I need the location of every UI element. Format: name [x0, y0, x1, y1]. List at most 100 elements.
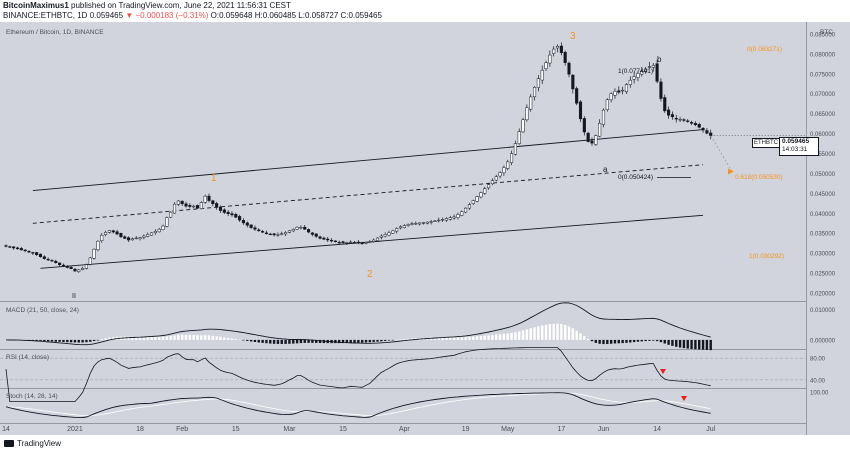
macd-histogram-bar: [180, 334, 184, 340]
candle-body: [23, 249, 27, 252]
macd-histogram-bar: [230, 338, 234, 340]
price-axis[interactable]: [806, 22, 850, 435]
candle-body: [165, 217, 169, 227]
macd-histogram-bar: [246, 339, 249, 341]
macd-histogram-bar: [345, 339, 349, 344]
candle-body: [211, 200, 215, 204]
macd-histogram-bar: [590, 339, 594, 342]
pane-separator[interactable]: [0, 301, 850, 302]
time-axis-tick: May: [501, 426, 515, 433]
candle-body: [268, 233, 272, 236]
pane-separator[interactable]: [0, 349, 850, 350]
candle-body: [701, 127, 705, 131]
macd-histogram-bar: [456, 337, 460, 340]
main-price-pane[interactable]: [0, 22, 806, 301]
macd-histogram-bar: [276, 339, 280, 344]
macd-histogram-bar: [429, 337, 433, 340]
macd-histogram-bar: [31, 339, 35, 341]
macd-histogram-bar: [552, 323, 555, 340]
macd-histogram-bar: [184, 334, 188, 340]
projection-line: [710, 135, 733, 172]
candle-body: [226, 211, 230, 214]
macd-histogram-bar: [406, 338, 410, 340]
macd-histogram-bar: [445, 337, 448, 340]
macd-histogram-bar: [529, 328, 532, 340]
candle-body: [578, 101, 583, 120]
price-axis-tick: 0.025000: [810, 272, 836, 278]
macd-histogram-bar: [127, 336, 130, 340]
candle-body: [659, 81, 663, 99]
macd-histogram-bar: [177, 334, 180, 340]
candle-body: [149, 232, 154, 236]
macd-histogram-bar: [640, 339, 643, 342]
candle-body: [402, 225, 406, 228]
macd-histogram-bar: [383, 339, 387, 341]
candle-body: [104, 232, 108, 235]
candle-body: [172, 203, 177, 214]
candle-body: [153, 231, 157, 234]
macd-histogram-bar: [705, 339, 709, 350]
macd-histogram-bar: [403, 339, 406, 340]
price-axis-tick: 0.035000: [810, 232, 836, 238]
wave-a-label: a: [603, 165, 608, 174]
fib-top-label: 0(0.083271): [747, 46, 783, 53]
tradingview-brand[interactable]: TradingView: [4, 439, 61, 448]
time-axis-tick: Feb: [176, 426, 188, 433]
candle-body: [383, 234, 387, 237]
macd-histogram-bar: [678, 339, 682, 348]
macd-histogram-bar: [368, 339, 372, 343]
macd-histogram-bar: [606, 339, 609, 345]
macd-histogram-bar: [671, 339, 674, 346]
candle-body: [510, 153, 514, 163]
macd-histogram-bar: [491, 334, 494, 340]
candle-body: [192, 205, 196, 208]
candle-body: [379, 235, 383, 238]
macd-histogram-bar: [380, 339, 383, 342]
candle-body: [8, 246, 12, 248]
candle-body: [690, 122, 694, 124]
macd-histogram-bar: [338, 339, 341, 344]
candle-body: [100, 234, 104, 241]
macd-histogram-bar: [165, 336, 169, 340]
pane-separator[interactable]: [0, 388, 850, 389]
wave-3-label: 3: [570, 31, 576, 42]
macd-histogram-bar: [675, 339, 678, 347]
macd-histogram-bar: [357, 339, 360, 343]
macd-histogram-bar: [50, 339, 54, 342]
macd-histogram-bar: [249, 339, 253, 342]
macd-line: [6, 302, 711, 346]
rsi-pane[interactable]: [0, 350, 806, 388]
candle-body: [46, 258, 50, 261]
candle-body: [130, 238, 134, 241]
macd-histogram-bar: [311, 339, 314, 343]
macd-histogram-bar: [632, 339, 636, 343]
candle-body: [134, 237, 138, 240]
candle-body: [632, 76, 636, 80]
wave-2-label: 2: [367, 269, 373, 280]
macd-histogram-bar: [188, 334, 192, 340]
time-axis-tick: Apr: [399, 426, 411, 433]
candle-body: [341, 241, 345, 244]
macd-histogram-bar: [682, 339, 686, 349]
candle-body: [571, 74, 575, 90]
author-name[interactable]: BitcoinMaximus1: [3, 1, 69, 10]
candle-body: [433, 220, 437, 222]
candle-body: [253, 227, 257, 230]
stoch-d-line: [5, 392, 711, 417]
candle-body: [387, 232, 391, 236]
candle-body: [498, 172, 502, 177]
price-axis-tick: 0.040000: [810, 212, 836, 218]
macd-histogram-bar: [686, 339, 689, 349]
macd-histogram-bar: [66, 339, 69, 343]
candle-body: [245, 222, 249, 226]
macd-histogram-bar: [698, 339, 701, 350]
macd-histogram-bar: [571, 328, 575, 340]
candle-body: [280, 233, 284, 235]
candle-body: [58, 262, 62, 265]
price-axis-tick: 0.070000: [810, 92, 836, 98]
macd-label: MACD (21, 50, close, 24): [6, 307, 79, 314]
macd-histogram-bar: [46, 339, 50, 342]
candle-body: [349, 241, 353, 244]
macd-histogram-bar: [690, 339, 693, 349]
